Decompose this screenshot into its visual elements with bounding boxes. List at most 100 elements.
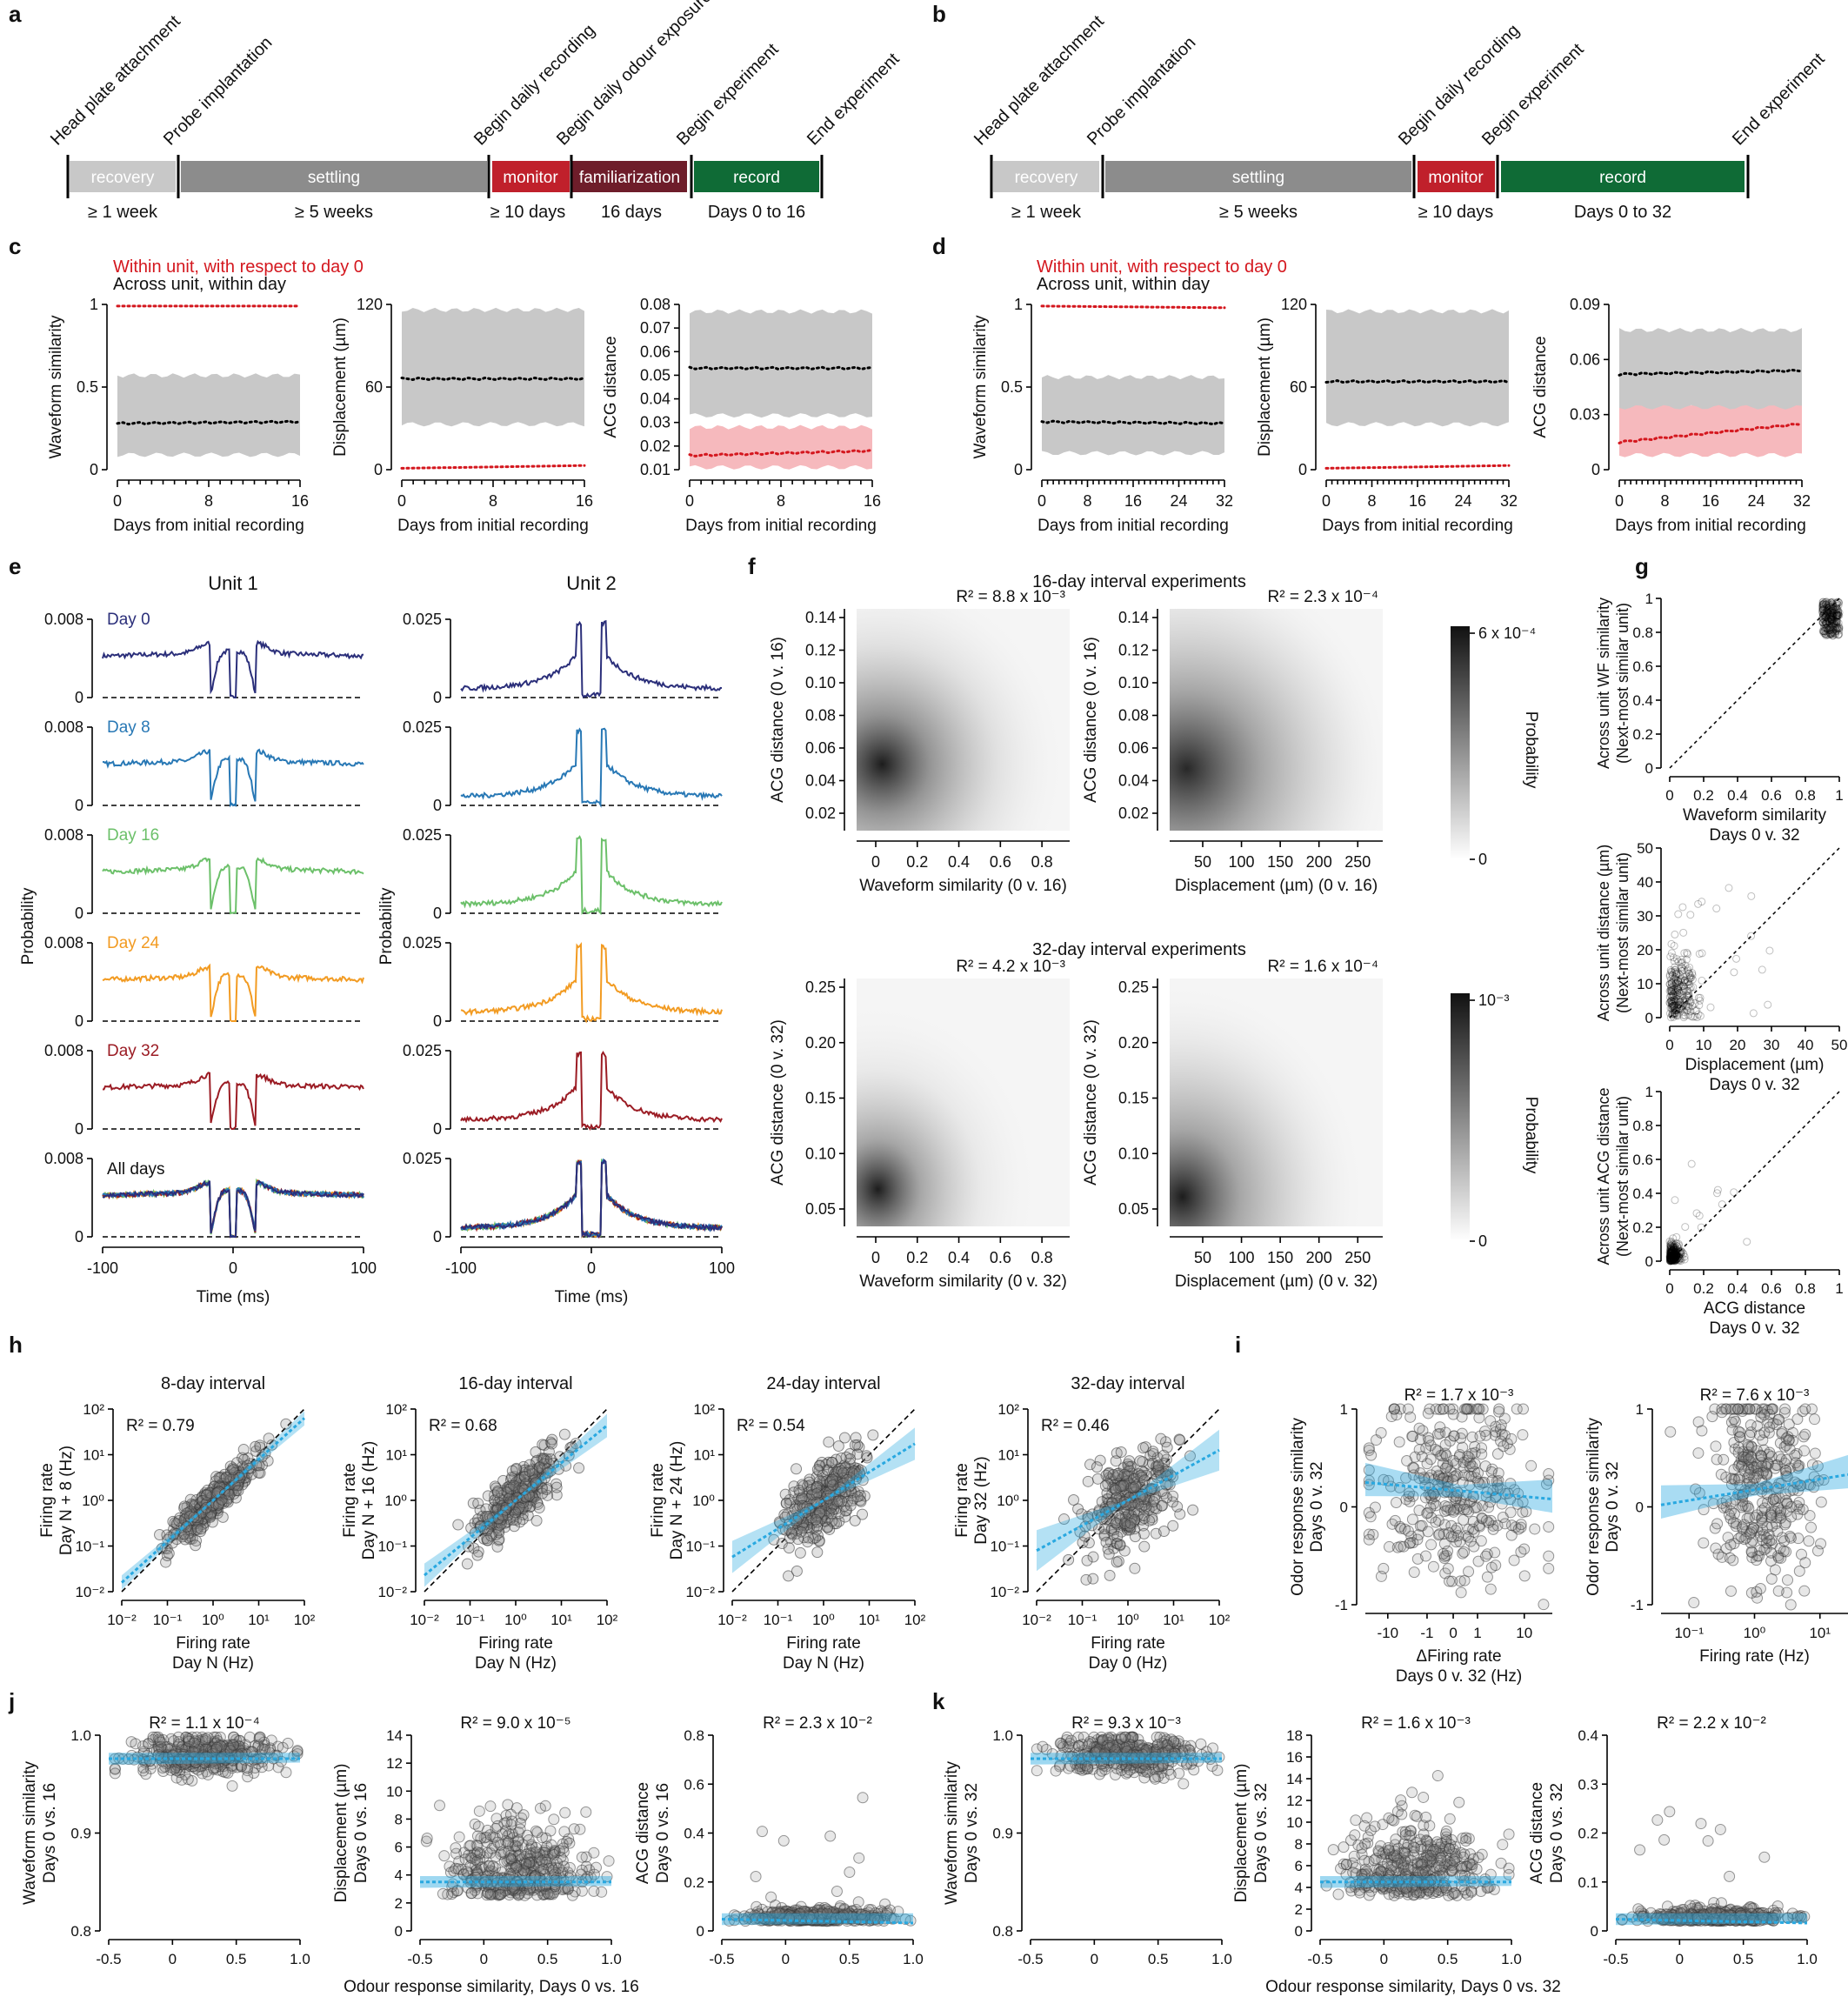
point [1671, 1247, 1680, 1256]
unit-point [533, 1502, 545, 1514]
point [1819, 610, 1828, 618]
unit-point [1716, 1406, 1728, 1419]
point [1832, 618, 1841, 626]
unit-point [1391, 1496, 1403, 1508]
point [1821, 624, 1830, 632]
point [1683, 1006, 1691, 1015]
point [1669, 1010, 1678, 1019]
point [1821, 600, 1830, 609]
point [1824, 609, 1832, 618]
unit-point [461, 1558, 473, 1570]
y-axis-label: ACG distance [1531, 336, 1550, 437]
point [1821, 611, 1830, 619]
point [1678, 982, 1687, 991]
point [1672, 1011, 1681, 1019]
point [1666, 1253, 1675, 1262]
y-tick-label: 0 [433, 905, 442, 922]
y-axis-sub: Days 0 vs. 16 [41, 1783, 59, 1883]
y-axis-label: Odor response similarity [1289, 1418, 1307, 1596]
point [1824, 618, 1832, 626]
unit-point [453, 1831, 465, 1843]
x-tick-label: 0 [587, 1259, 596, 1277]
point [1832, 624, 1841, 632]
x-tick-label: 10⁻¹ [1068, 1612, 1097, 1628]
x-tick-label: 0.2 [906, 853, 928, 871]
y-tick-label: 12 [386, 1755, 403, 1772]
unit-point [1161, 1441, 1173, 1453]
x-axis-label: Days from initial recording [685, 517, 877, 535]
unit-point [1799, 1428, 1811, 1440]
point [1831, 604, 1839, 613]
point [1685, 1011, 1693, 1019]
y-tick-label: 0 [1591, 461, 1600, 478]
point [1686, 998, 1695, 1007]
point [1668, 1246, 1677, 1255]
acg-trace [460, 941, 723, 1024]
unit-point [1505, 1433, 1518, 1445]
point [1671, 1009, 1679, 1018]
point [1679, 996, 1688, 1005]
x-axis-label: Waveform similarity [1683, 806, 1827, 825]
unit-point [1174, 1434, 1186, 1446]
point [1667, 999, 1676, 1008]
point [1694, 993, 1703, 1002]
point [1673, 976, 1682, 985]
point [1827, 616, 1836, 624]
point [1680, 976, 1689, 985]
point [1675, 1004, 1684, 1012]
day-label: Day 8 [107, 718, 150, 737]
x-tick-label: 0 [229, 1259, 237, 1277]
event-markers [990, 155, 1750, 198]
point [1706, 1003, 1715, 1012]
x-tick-label: 10¹ [1809, 1625, 1831, 1641]
point [1676, 976, 1685, 985]
segment-monitor [492, 161, 570, 192]
point [1828, 625, 1837, 634]
point [1675, 1246, 1684, 1255]
point [1666, 1013, 1675, 1022]
unit-point [1445, 1531, 1458, 1543]
unit-point [498, 1847, 510, 1859]
x-tick-label: 0.2 [906, 1249, 928, 1266]
point [1668, 968, 1677, 977]
unit-point [1427, 1560, 1439, 1573]
point [1835, 630, 1844, 638]
point [1683, 948, 1691, 957]
point [1672, 1250, 1681, 1259]
band-within [1619, 401, 1802, 458]
y-tick-label: 8 [395, 1811, 403, 1827]
y-tick-label: 0.06 [640, 343, 670, 360]
series-within [1324, 464, 1511, 470]
y-tick-label: 0 [1645, 1253, 1653, 1270]
unit-point [1474, 1430, 1486, 1442]
segment-label-record: record [1599, 169, 1646, 187]
unit-point [210, 1741, 223, 1753]
unit-point [1439, 1462, 1451, 1474]
unit-point [1517, 1429, 1529, 1441]
r-squared: R² = 0.79 [126, 1417, 195, 1435]
y-tick-label: 0.15 [1118, 1090, 1149, 1107]
y-tick-label: 10⁻¹ [377, 1539, 407, 1555]
point [1684, 965, 1692, 973]
x-tick-label: 0.6 [1761, 1280, 1782, 1297]
unit-point [544, 1453, 557, 1466]
y-tick-label: 0.025 [403, 934, 442, 952]
unit-point [1124, 1517, 1137, 1529]
x-tick-label: 50 [1194, 853, 1211, 871]
point [1825, 626, 1833, 635]
point [1669, 1255, 1678, 1264]
point [1669, 1253, 1678, 1262]
unit-point [853, 1852, 865, 1864]
point [1830, 609, 1838, 618]
point [1685, 992, 1693, 1001]
point [1670, 998, 1678, 1006]
band-across [402, 307, 584, 427]
point [1671, 1249, 1679, 1258]
point [1675, 1241, 1684, 1250]
unit-point [785, 1526, 797, 1539]
point [1671, 1257, 1679, 1266]
point [1688, 975, 1697, 984]
